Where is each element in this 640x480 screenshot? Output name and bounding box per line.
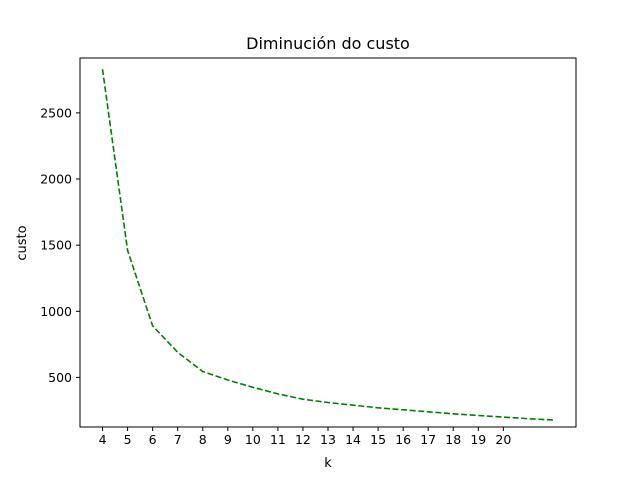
x-tick-label: 18: [445, 432, 461, 447]
x-tick-label: 10: [245, 432, 261, 447]
x-tick-label: 11: [270, 432, 286, 447]
x-tick-label: 6: [149, 432, 157, 447]
x-tick-label: 15: [370, 432, 386, 447]
x-tick-label: 20: [495, 432, 511, 447]
x-axis-ticks: 4 5 6 7 8 9 10 11 12 13 14 15 16 17 18 19 20: [99, 427, 511, 447]
x-tick-label: 7: [174, 432, 182, 447]
x-tick-label: 13: [320, 432, 336, 447]
plot-frame: [79, 57, 577, 428]
y-tick-label: 2000: [40, 172, 72, 187]
x-tick-label: 5: [124, 432, 132, 447]
x-tick-label: 19: [470, 432, 486, 447]
y-tick-label: 1000: [40, 304, 72, 319]
x-tick-label: 16: [395, 432, 411, 447]
x-axis-label: k: [324, 456, 332, 471]
y-axis-label: custo: [15, 225, 30, 260]
x-tick-label: 4: [99, 432, 107, 447]
x-tick-label: 9: [224, 432, 232, 447]
y-axis-ticks: 500 1000 1500 2000 2500: [40, 105, 80, 385]
x-tick-label: 12: [295, 432, 311, 447]
series-line-0: [101, 69, 554, 421]
x-tick-label: 8: [199, 432, 207, 447]
y-tick-label: 500: [48, 370, 72, 385]
x-tick-label: 17: [420, 432, 436, 447]
y-tick-label: 1500: [40, 238, 72, 253]
x-tick-label: 14: [345, 432, 361, 447]
plot-area: [79, 57, 577, 428]
y-tick-label: 2500: [40, 105, 72, 120]
chart-title: Diminución do custo: [246, 34, 410, 53]
